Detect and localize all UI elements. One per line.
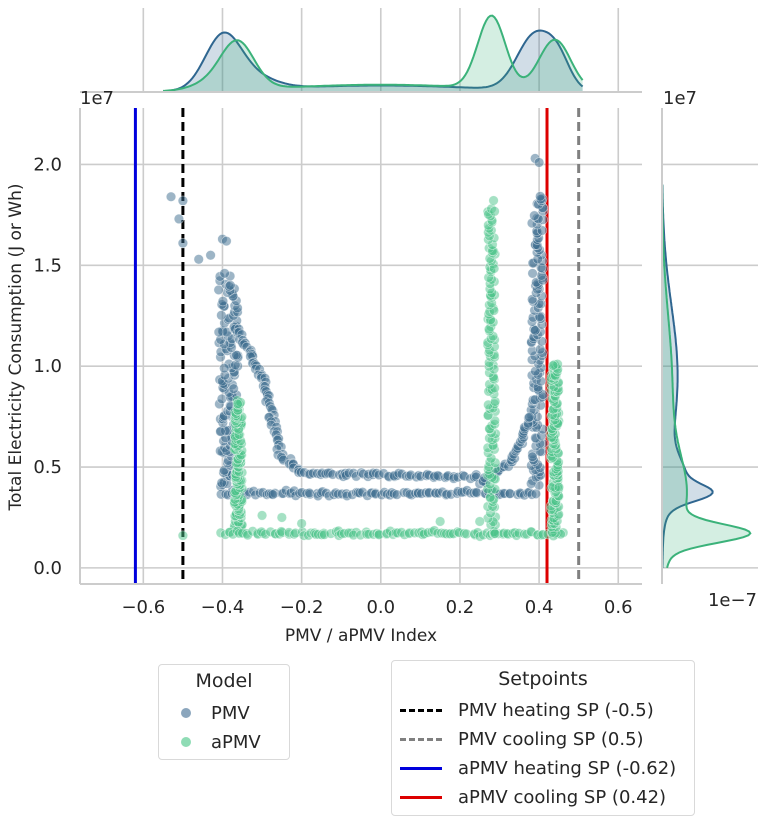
scatter-point-pmv: [535, 191, 546, 202]
scatter-point-apmv: [489, 528, 501, 539]
model-legend-title: Model: [195, 670, 253, 692]
scatter-point-pmv: [221, 236, 232, 247]
scatter-point-pmv: [231, 350, 242, 361]
y-tick-label: 1.0: [33, 356, 62, 377]
scatter-point-apmv: [232, 398, 243, 410]
density-fill-pmv: [662, 184, 713, 568]
scatter-point-pmv: [533, 157, 545, 168]
scatter-point-apmv: [548, 360, 559, 371]
scatter-points: [165, 153, 569, 542]
scatter-point-pmv: [219, 363, 230, 374]
scatter-point-pmv: [177, 195, 189, 206]
legend-item-apmv-heating: aPMV heating SP (-0.62): [392, 753, 676, 783]
apmv-marker-icon: [181, 737, 191, 747]
axes: −0.6 −0.4 −0.2 0.0 0.2 0.4 0.6 0.0 0.5 1.0 1.5 2.0: [33, 91, 663, 618]
legend-item-label: PMV: [211, 702, 250, 724]
marginal-x-density-scale-label: 1e7: [663, 88, 697, 109]
scatter-point-pmv: [527, 268, 538, 279]
x-axis-label: PMV / aPMV Index: [285, 626, 437, 646]
legend-item-apmv: aPMV: [159, 727, 261, 757]
y-tick-label: 0.0: [33, 558, 62, 579]
dashed-line-icon: [400, 737, 442, 741]
solid-line-icon: [400, 795, 442, 799]
scatter-point-pmv: [205, 250, 216, 261]
scatter-point-pmv: [524, 412, 535, 423]
scatter-point-pmv: [530, 325, 541, 336]
legend-item-label: PMV heating SP (-0.5): [458, 699, 654, 721]
x-tick-label: 0.6: [604, 597, 633, 618]
scatter-point-pmv: [471, 487, 482, 498]
y-scale-label: 1e7: [80, 88, 114, 109]
model-legend: Model PMV aPMV: [158, 664, 290, 760]
setpoints-legend: Setpoints PMV heating SP (-0.5) PMV cool…: [391, 660, 695, 816]
scatter-point-apmv: [256, 510, 268, 521]
scatter-point-pmv: [165, 191, 177, 202]
scatter-point-pmv: [177, 238, 189, 249]
marginal-y-density-scale-label: 1e−7: [708, 590, 757, 611]
legend-item-label: PMV cooling SP (0.5): [458, 728, 644, 750]
scatter-point-apmv: [474, 516, 485, 527]
x-tick-label: −0.4: [201, 597, 245, 618]
scatter-point-pmv: [225, 280, 236, 291]
scatter-point-pmv: [527, 451, 538, 462]
y-axis-label: Total Electricity Consumption (J or Wh): [6, 183, 26, 511]
scatter-point-pmv: [267, 489, 278, 500]
scatter-point-apmv: [488, 195, 499, 206]
scatter-point-pmv: [215, 426, 226, 437]
setpoint-lines: [133, 108, 581, 584]
x-tick-label: −0.2: [280, 597, 324, 618]
legend-item-pmv-cooling: PMV cooling SP (0.5): [392, 724, 644, 754]
scatter-point-pmv: [219, 268, 230, 279]
scatter-point-pmv: [228, 383, 239, 394]
legend-item-pmv: PMV: [159, 698, 250, 728]
pmv-marker-icon: [181, 708, 191, 718]
scatter-point-apmv: [553, 482, 564, 493]
y-tick-label: 1.5: [33, 255, 62, 276]
density-fill-pmv: [163, 30, 583, 92]
scatter-point-apmv: [489, 206, 500, 217]
scatter-point-pmv: [216, 477, 227, 488]
legend-item-label: aPMV cooling SP (0.42): [458, 786, 667, 808]
y-tick-label: 0.5: [33, 457, 62, 478]
x-tick-label: −0.6: [121, 597, 165, 618]
dashed-line-icon: [400, 708, 442, 712]
x-tick-label: 0.2: [446, 597, 475, 618]
scatter-point-pmv: [173, 213, 185, 225]
legend-item-label: aPMV: [211, 731, 261, 753]
y-tick-label: 2.0: [33, 154, 62, 175]
x-tick-label: 0.0: [366, 597, 395, 618]
solid-line-icon: [400, 766, 442, 770]
legend-item-label: aPMV heating SP (-0.62): [458, 757, 677, 779]
legend-item-apmv-cooling: aPMV cooling SP (0.42): [392, 782, 666, 812]
scatter-point-pmv: [217, 296, 229, 307]
scatter-point-apmv: [296, 518, 307, 529]
scatter-point-apmv: [435, 516, 446, 527]
density-line-apmv: [163, 14, 584, 92]
top-marginal-density: [163, 14, 584, 93]
scatter-point-pmv: [529, 210, 540, 221]
legend-item-pmv-heating: PMV heating SP (-0.5): [392, 695, 654, 725]
scatter-point-pmv: [216, 310, 227, 321]
scatter-point-apmv: [177, 530, 189, 541]
scatter-point-pmv: [530, 488, 542, 499]
setpoints-legend-title: Setpoints: [498, 668, 588, 690]
density-fill-apmv: [163, 15, 583, 93]
density-line-apmv: [661, 184, 752, 569]
x-tick-label: 0.4: [525, 597, 554, 618]
scatter-point-pmv: [193, 254, 204, 265]
scatter-point-apmv: [276, 512, 287, 523]
right-marginal-density: [661, 184, 752, 569]
